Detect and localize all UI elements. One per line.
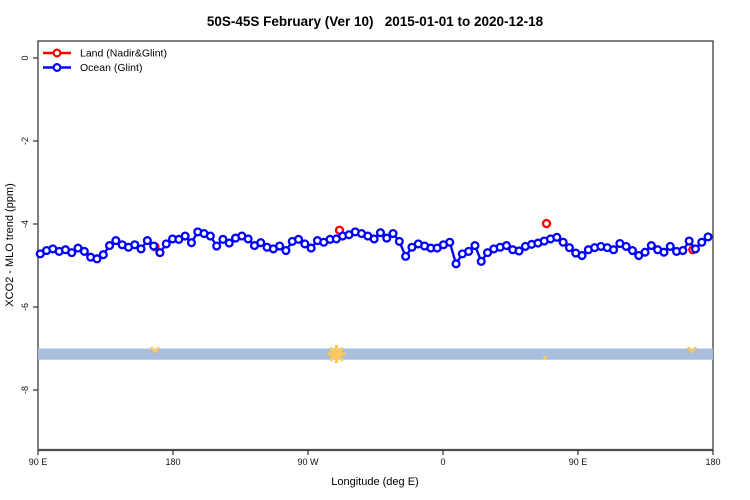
ocean-point xyxy=(640,247,650,257)
x-tick-label: 90 W xyxy=(297,457,319,467)
ocean-point xyxy=(678,246,688,256)
ocean-point xyxy=(306,243,316,253)
y-tick-label: -8 xyxy=(20,386,30,394)
band-mark-caret xyxy=(687,346,697,354)
y-tick-label: -6 xyxy=(20,303,30,311)
legend-label-ocean: Ocean (Glint) xyxy=(80,62,142,74)
x-axis-title: Longitude (deg E) xyxy=(331,476,418,488)
ocean-point xyxy=(293,234,304,244)
count-band xyxy=(38,348,713,360)
ocean-point xyxy=(697,237,707,247)
ocean-point xyxy=(375,228,386,238)
ocean-point xyxy=(470,241,480,251)
y-tick-label: -2 xyxy=(20,137,30,145)
ocean-point xyxy=(67,248,77,258)
ocean-point xyxy=(382,233,392,243)
ocean-point xyxy=(482,248,493,258)
ocean-point xyxy=(451,259,461,269)
ocean-point xyxy=(445,237,455,247)
ocean-point xyxy=(155,248,165,258)
land-marker-icon xyxy=(52,48,62,58)
ocean-point xyxy=(501,241,512,251)
ocean-point xyxy=(552,232,562,242)
land-point xyxy=(541,218,552,229)
band-mark-star xyxy=(329,347,344,362)
x-tick-label: 0 xyxy=(440,457,445,467)
ocean-point xyxy=(564,243,574,253)
legend-item-ocean: Ocean (Glint) xyxy=(43,62,142,74)
ocean-point xyxy=(142,236,152,246)
ocean-point xyxy=(394,236,404,246)
ocean-point xyxy=(627,246,637,256)
ocean-point xyxy=(665,241,675,251)
ocean-point xyxy=(659,247,669,257)
x-tick-label: 90 E xyxy=(569,457,588,467)
ocean-point xyxy=(136,244,146,254)
ocean-point xyxy=(92,254,102,264)
ocean-point xyxy=(186,238,197,248)
legend: Land (Nadir&Glint) Ocean (Glint) xyxy=(43,48,167,74)
ocean-point xyxy=(464,246,474,256)
y-tick-label: 0 xyxy=(20,55,30,60)
y-tick-label: -4 xyxy=(20,220,30,228)
ocean-point xyxy=(514,246,524,256)
ocean-point xyxy=(703,232,713,242)
ocean-point xyxy=(690,244,700,254)
ocean-point xyxy=(218,234,228,244)
ocean-point xyxy=(224,238,234,248)
ocean-point xyxy=(105,241,115,251)
ocean-point xyxy=(621,241,631,251)
ocean-point xyxy=(180,231,190,241)
ocean-point xyxy=(476,256,486,266)
ocean-point xyxy=(646,241,656,251)
ocean-point xyxy=(130,240,140,250)
ocean-point xyxy=(111,236,121,246)
ocean-marker-icon xyxy=(52,62,62,72)
ocean-point xyxy=(388,228,398,239)
ocean-point xyxy=(161,239,171,249)
ocean-point xyxy=(275,241,285,251)
ocean-point xyxy=(577,250,587,261)
ocean-point xyxy=(256,238,266,248)
x-tick-label: 180 xyxy=(165,457,180,467)
band-mark-dot xyxy=(543,356,547,360)
ocean-point xyxy=(281,246,291,256)
ocean-point xyxy=(212,241,222,251)
legend-label-land: Land (Nadir&Glint) xyxy=(80,48,167,60)
x-tick-label: 90 E xyxy=(29,457,48,467)
chart-title: 50S-45S February (Ver 10) 2015-01-01 to … xyxy=(207,14,544,29)
ocean-point xyxy=(205,231,215,241)
ocean-point xyxy=(98,250,108,260)
ocean-point xyxy=(149,241,159,251)
band-mark-caret xyxy=(150,346,160,354)
ocean-point xyxy=(401,251,411,261)
ocean-point xyxy=(300,239,310,249)
ocean-point xyxy=(558,237,568,247)
plot-area: 90 E 180 90 W 0 90 E 180 0 -2 -4 -6 -8 xyxy=(20,55,721,467)
x-tick-label: 180 xyxy=(705,457,720,467)
y-axis-title: XCO2 - MLO trend (ppm) xyxy=(4,183,16,306)
ocean-point xyxy=(369,234,379,244)
ocean-point xyxy=(79,246,89,256)
ocean-point xyxy=(684,236,694,246)
ocean-point xyxy=(608,245,619,255)
legend-item-land: Land (Nadir&Glint) xyxy=(43,48,167,60)
ocean-point xyxy=(243,234,253,244)
